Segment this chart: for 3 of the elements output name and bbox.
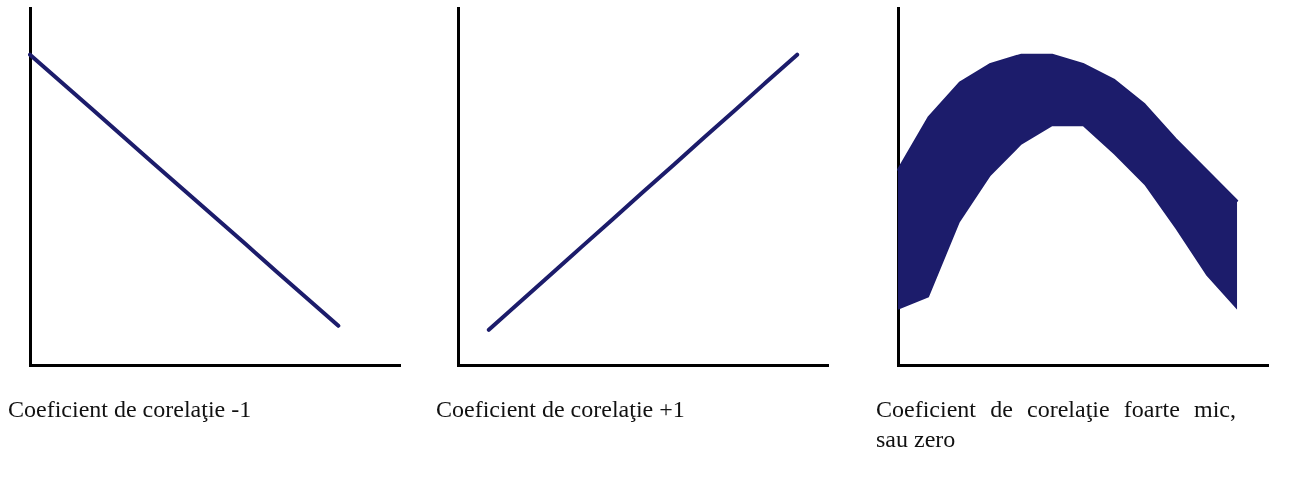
text: Coeficient de corelaţie -1 (7, 395, 253, 424)
text: Coeficient de corelaţie foarte mic, sau zero (875, 395, 1236, 454)
text: Coeficient de corelaţie +1 (435, 395, 686, 424)
